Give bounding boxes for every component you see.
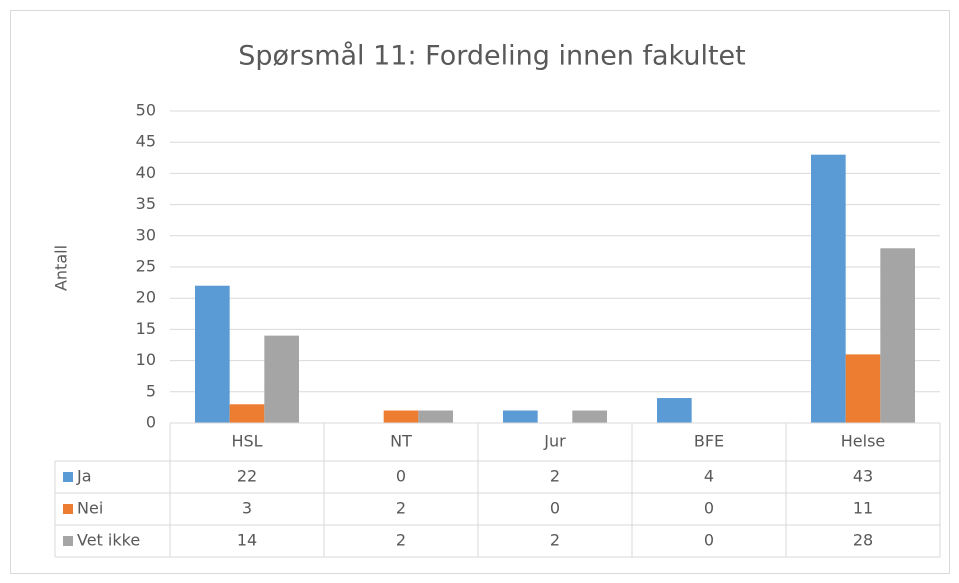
y-tick-label: 35 xyxy=(136,194,156,213)
y-tick-label: 10 xyxy=(136,350,156,369)
x-tick-label: NT xyxy=(390,432,412,451)
table-cell: 43 xyxy=(853,467,873,486)
x-tick-label: BFE xyxy=(694,432,724,451)
table-cell: 4 xyxy=(704,467,714,486)
table-cell: 28 xyxy=(853,531,873,550)
table-cell: 0 xyxy=(550,499,560,518)
bar xyxy=(811,154,846,423)
chart-border xyxy=(10,10,950,574)
table-cell: 2 xyxy=(396,531,406,550)
table-cell: 22 xyxy=(237,467,257,486)
y-tick-label: 0 xyxy=(146,413,156,432)
bar xyxy=(657,398,692,423)
chart-title: Spørsmål 11: Fordeling innen fakultet xyxy=(238,41,746,72)
y-tick-label: 40 xyxy=(136,163,156,182)
legend-label: Vet ikke xyxy=(77,531,140,550)
bar xyxy=(572,410,607,423)
legend-key xyxy=(63,536,73,546)
x-tick-label: HSL xyxy=(231,432,262,451)
legend-key xyxy=(63,472,73,482)
table-cell: 14 xyxy=(237,531,257,550)
legend-label: Ja xyxy=(76,467,92,486)
table-cell: 2 xyxy=(550,531,560,550)
table-cell: 0 xyxy=(704,499,714,518)
bar xyxy=(195,285,230,423)
table-cell: 3 xyxy=(242,499,252,518)
table-cell: 0 xyxy=(396,467,406,486)
bar xyxy=(503,410,538,423)
bar xyxy=(880,248,915,423)
x-tick-label: Helse xyxy=(841,432,886,451)
legend-label: Nei xyxy=(77,499,103,518)
bar xyxy=(418,410,453,423)
legend-key xyxy=(63,504,73,514)
y-tick-label: 50 xyxy=(136,101,156,120)
table-cell: 0 xyxy=(704,531,714,550)
bar xyxy=(845,354,881,423)
table-cell: 11 xyxy=(853,499,873,518)
bar xyxy=(229,404,265,423)
bar xyxy=(264,335,299,423)
y-axis-label: Antall xyxy=(52,245,71,291)
y-tick-label: 15 xyxy=(136,319,156,338)
table-cell: 2 xyxy=(396,499,406,518)
y-tick-label: 20 xyxy=(136,288,156,307)
y-tick-label: 5 xyxy=(146,381,156,400)
y-tick-label: 45 xyxy=(136,132,156,151)
table-cell: 2 xyxy=(550,467,560,486)
y-tick-label: 25 xyxy=(136,257,156,276)
x-tick-label: Jur xyxy=(543,432,566,451)
y-tick-label: 30 xyxy=(136,225,156,244)
bar xyxy=(383,410,419,423)
